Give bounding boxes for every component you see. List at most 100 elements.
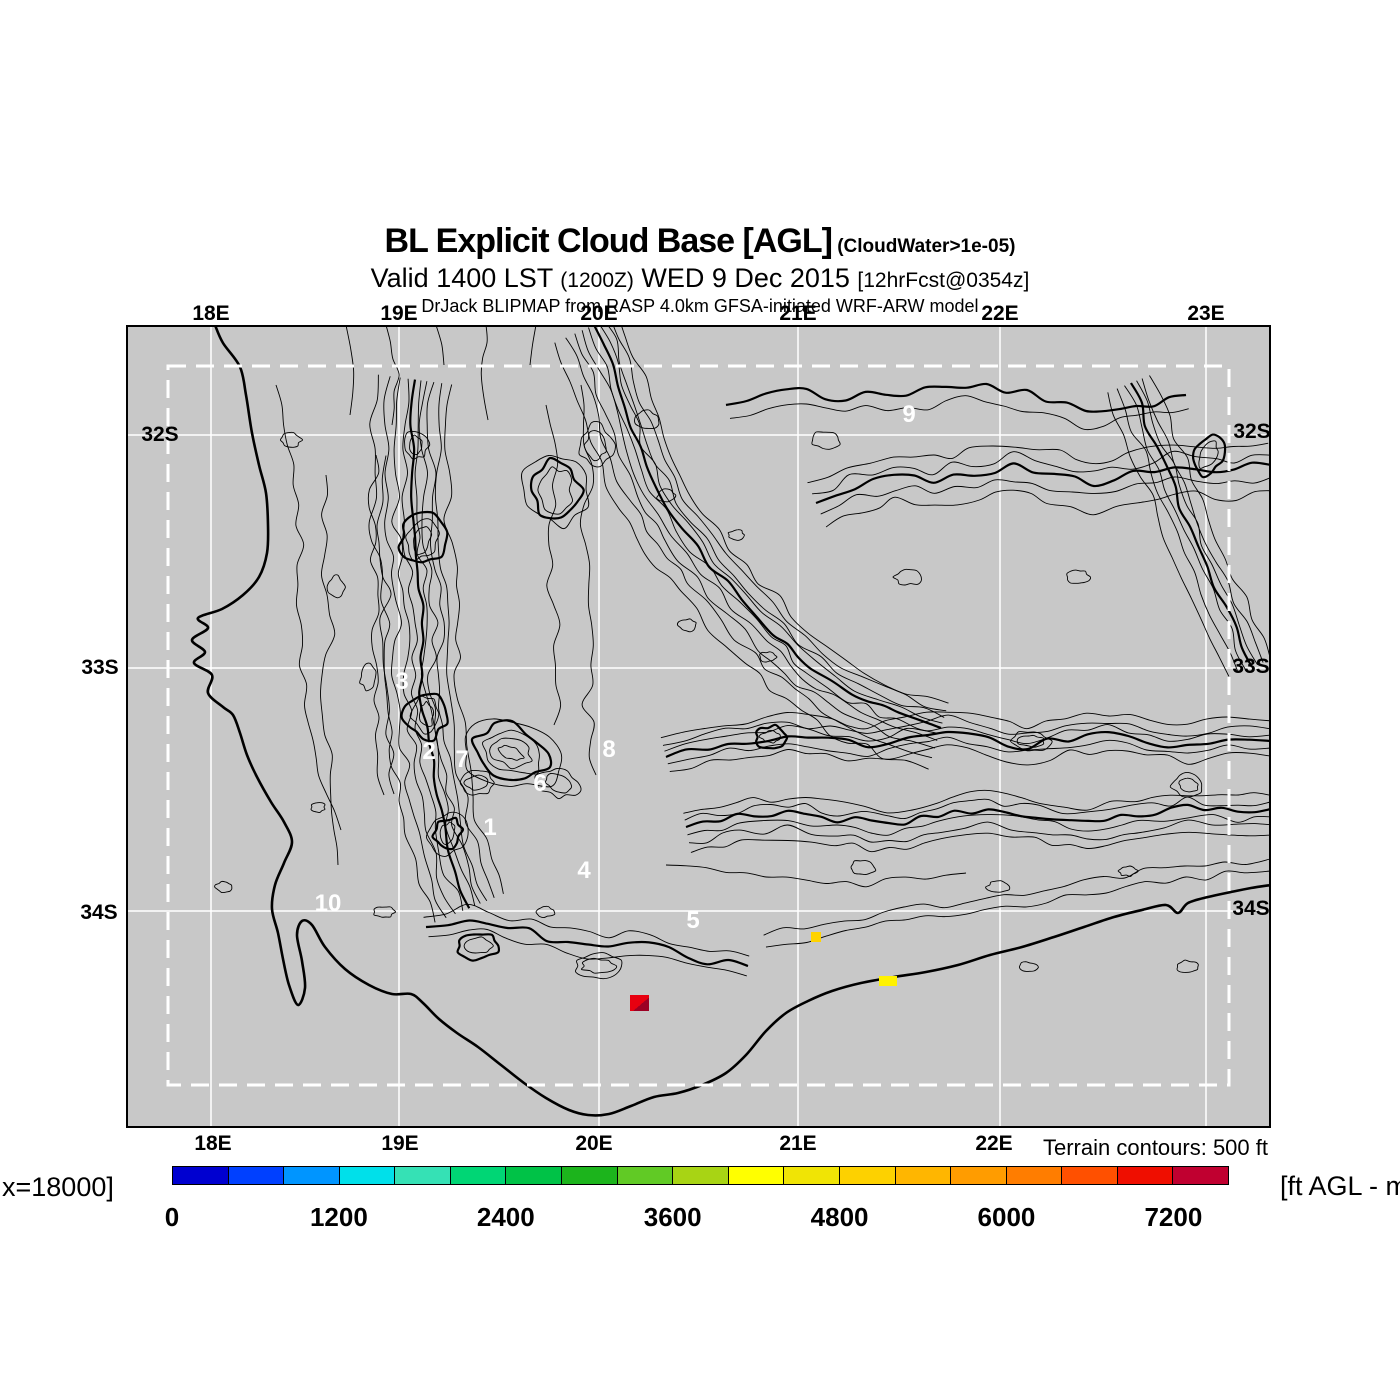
colorbar-cell-9 <box>672 1167 728 1184</box>
top-axis-22E: 22E <box>981 302 1019 325</box>
terrain-contour <box>850 860 877 875</box>
colorbar-cell-2 <box>283 1167 339 1184</box>
terrain-contour <box>1107 392 1230 677</box>
terrain-contour <box>811 431 841 450</box>
cloudbase-colorbar <box>172 1166 1229 1185</box>
terrain-contour <box>606 325 945 718</box>
terrain-contour <box>456 933 501 962</box>
terrain-contour <box>310 802 326 814</box>
map-frame <box>126 325 1271 1128</box>
terrain-contour <box>593 325 942 730</box>
terrain-contour <box>685 803 1271 829</box>
valid-date: WED 9 Dec 2015 <box>633 263 858 293</box>
terrain-contour <box>214 880 233 894</box>
terrain-contour <box>405 518 440 562</box>
terrain-contour <box>574 952 623 980</box>
colorbar-cell-7 <box>561 1167 617 1184</box>
terrain-contour <box>665 864 967 888</box>
terrain-contour <box>535 905 556 919</box>
terrain-contour <box>368 374 436 923</box>
terrain-contour <box>579 384 597 776</box>
terrain-contour <box>439 821 456 846</box>
page-title: BL Explicit Cloud Base [AGL] (CloudWater… <box>0 224 1400 264</box>
site-label-9: 9 <box>902 401 916 428</box>
bottom-axis-19E: 19E <box>381 1132 419 1155</box>
site-label-10: 10 <box>314 890 342 917</box>
colorbar-cell-13 <box>894 1167 951 1184</box>
terrain-contour <box>820 476 1271 515</box>
left-axis-32S: 32S <box>141 423 179 446</box>
colorbar-cell-11 <box>783 1167 839 1184</box>
colorbar-cell-0 <box>173 1167 228 1184</box>
terrain-contour <box>423 903 750 957</box>
site-label-7: 7 <box>455 746 469 773</box>
terrain-contour <box>1130 382 1253 668</box>
terrain-contour <box>758 730 781 744</box>
colorbar-cell-4 <box>394 1167 450 1184</box>
colorbar-units-label: [ft AGL - m <box>1280 1171 1400 1201</box>
terrain-contour <box>599 325 943 724</box>
terrain-contour <box>376 455 395 795</box>
terrain-contour <box>1149 375 1271 660</box>
terrain-contour <box>656 488 677 503</box>
terrain-contour <box>413 526 433 556</box>
terrain-contour <box>425 811 469 857</box>
terrain-contour <box>367 454 385 796</box>
terrain-contour <box>279 431 304 448</box>
terrain-contour <box>985 880 1011 893</box>
terrain-contour <box>1141 378 1264 663</box>
bottom-axis-18E: 18E <box>194 1132 232 1155</box>
terrain-contour <box>428 928 747 977</box>
terrain-contour <box>588 327 940 735</box>
terrain-contour <box>687 814 1271 836</box>
contour-map-canvas <box>126 325 1271 1128</box>
terrain-contour <box>529 325 537 366</box>
title-main: BL Explicit Cloud Base [AGL] <box>384 222 833 260</box>
site-label-1: 1 <box>483 814 497 841</box>
terrain-contour <box>1176 959 1199 973</box>
colorbar-tick-7200: 7200 <box>1144 1202 1203 1232</box>
top-axis-23E: 23E <box>1187 302 1225 325</box>
right-axis-33S: 33S <box>1232 655 1270 678</box>
terrain-contour <box>320 474 339 866</box>
forecast-map <box>126 325 1271 1128</box>
right-axis-34S: 34S <box>1232 897 1270 920</box>
terrain-contour <box>409 434 423 455</box>
colorbar-cell-17 <box>1116 1167 1173 1184</box>
terrain-contour <box>383 376 447 919</box>
terrain-contour <box>409 379 471 909</box>
terrain-contour <box>544 772 572 794</box>
terrain-contour <box>1018 961 1039 972</box>
terrain-contour <box>1066 569 1091 584</box>
terrain-contour <box>892 568 922 586</box>
title-block: BL Explicit Cloud Base [AGL] (CloudWater… <box>0 224 1400 316</box>
terrain-contour <box>1169 771 1203 798</box>
map-background <box>126 325 1271 1128</box>
colorbar-cell-12 <box>838 1167 895 1184</box>
terrain-contour <box>463 774 489 791</box>
terrain-contour <box>497 744 525 761</box>
terrain-contour <box>426 381 488 902</box>
terrain-contour <box>409 695 440 735</box>
terrain-contour <box>667 736 1271 765</box>
valid-time-line: Valid 1400 LST (1200Z) WED 9 Dec 2015 [1… <box>0 264 1400 295</box>
terrain-contour <box>470 719 553 782</box>
terrain-contour <box>397 510 449 564</box>
top-axis-19E: 19E <box>380 302 418 325</box>
colorbar-cell-5 <box>449 1167 506 1184</box>
colorbar-cell-1 <box>227 1167 284 1184</box>
model-domain-boundary <box>166 364 1231 1087</box>
coastline <box>190 325 1271 1117</box>
terrain-contour <box>534 768 582 800</box>
top-axis-21E: 21E <box>779 302 817 325</box>
terrain-contour <box>521 455 590 530</box>
title-threshold: (CloudWater>1e-05) <box>831 236 1016 257</box>
terrain-contour <box>404 430 431 460</box>
terrain-contour <box>755 723 789 750</box>
terrain-contour <box>1116 388 1239 673</box>
terrain-contour <box>545 404 562 726</box>
terrain-contour <box>574 333 936 749</box>
terrain-contour <box>391 377 456 915</box>
terrain-contour <box>463 936 494 954</box>
